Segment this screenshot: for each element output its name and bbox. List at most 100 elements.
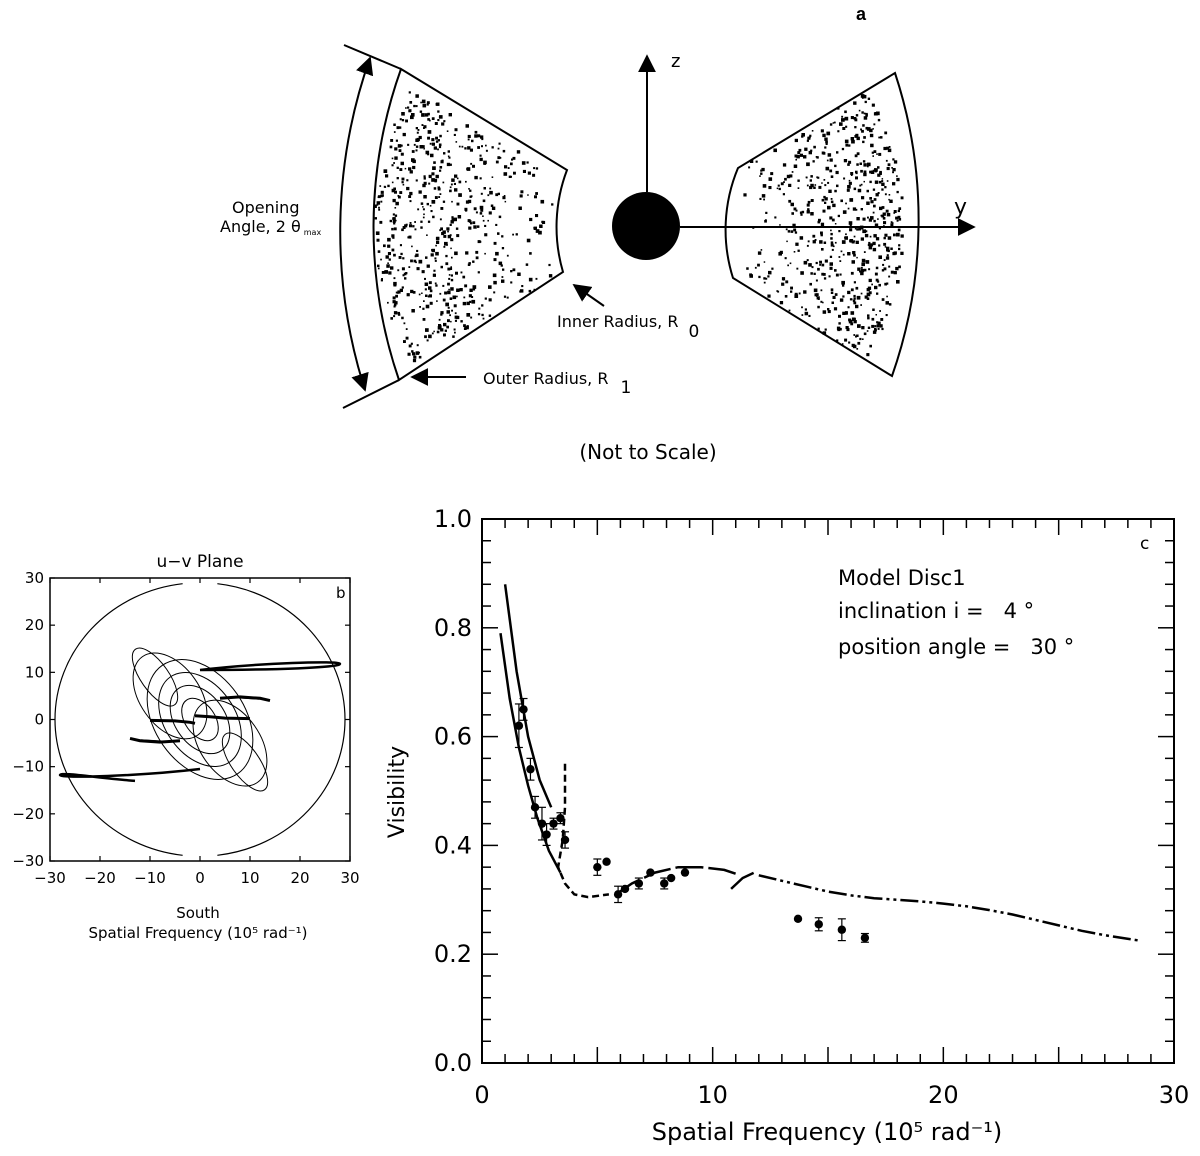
particle-dot xyxy=(860,266,863,269)
particle-dot xyxy=(451,216,454,219)
particle-dot xyxy=(896,280,900,284)
visibility-contour-outer xyxy=(132,652,208,740)
particle-dot xyxy=(526,238,531,243)
particle-dot xyxy=(860,208,863,211)
particle-dot xyxy=(893,210,897,213)
visibility-contour xyxy=(181,697,219,742)
particle-dot xyxy=(811,130,814,132)
particle-dot xyxy=(815,261,818,265)
particle-dot xyxy=(510,270,513,273)
visibility-data-point xyxy=(634,879,644,888)
particle-dot xyxy=(452,335,455,338)
particle-dot xyxy=(829,169,833,173)
particle-dot xyxy=(779,301,784,305)
particle-dot xyxy=(874,285,878,290)
particle-dot xyxy=(458,193,462,197)
particle-dot xyxy=(533,226,537,230)
particle-dot xyxy=(865,260,870,264)
particle-dot xyxy=(821,248,824,251)
particle-dot xyxy=(408,266,411,268)
particle-dot xyxy=(409,101,413,104)
particle-dot xyxy=(378,206,380,209)
particle-dot xyxy=(858,227,862,231)
particle-dot xyxy=(763,261,766,263)
particle-dot xyxy=(812,234,816,238)
particle-dot xyxy=(865,114,868,117)
particle-dot xyxy=(403,272,407,276)
particle-dot xyxy=(810,272,813,275)
particle-dot xyxy=(870,170,875,174)
particle-dot xyxy=(418,351,420,354)
particle-dot xyxy=(400,152,404,156)
particle-dot xyxy=(877,166,880,169)
particle-dot xyxy=(392,300,396,304)
particle-dot xyxy=(828,189,832,193)
particle-dot xyxy=(801,210,805,214)
particle-dot xyxy=(450,183,453,186)
particle-dot xyxy=(436,102,440,106)
particle-dot xyxy=(501,276,504,278)
particle-dot xyxy=(419,306,421,308)
particle-dot xyxy=(422,206,424,208)
visibility-data-point xyxy=(814,920,823,929)
particle-dot xyxy=(454,128,458,132)
opening-angle-label-line2: Angle, 2 θ max xyxy=(220,217,321,237)
particle-dot xyxy=(467,263,471,266)
particle-dot xyxy=(860,292,863,295)
particle-dot xyxy=(469,148,473,152)
particle-dot xyxy=(542,220,546,224)
particle-dot xyxy=(434,282,437,285)
particle-dot xyxy=(877,118,881,122)
particle-dot xyxy=(398,256,402,259)
particle-dot xyxy=(461,145,464,148)
particle-dot xyxy=(872,308,875,311)
particle-dot xyxy=(468,188,470,190)
particle-dot xyxy=(893,233,896,237)
particle-dot xyxy=(456,177,459,180)
particle-dot xyxy=(430,253,434,257)
particle-dot xyxy=(408,235,412,239)
particle-dot xyxy=(451,218,455,222)
particle-dot xyxy=(822,209,826,213)
particle-dot xyxy=(427,130,432,134)
particle-dot xyxy=(497,192,500,196)
particle-dot xyxy=(866,189,869,193)
particle-dot xyxy=(830,200,834,204)
model-curve-dash-dot-dot xyxy=(758,874,1140,942)
particle-dot xyxy=(450,266,452,268)
panel-c-y-tick-label: 1.0 xyxy=(434,505,472,533)
particle-dot xyxy=(373,204,377,208)
particle-dot xyxy=(393,131,396,133)
particle-dot xyxy=(418,259,423,264)
panel-b-uv-plane: u−v Plane b −30 −20 −10 0 10 20 30 −30 −20 −10 0 1… xyxy=(12,552,359,942)
particle-dot xyxy=(409,222,412,224)
particle-dot xyxy=(415,149,418,152)
particle-dot xyxy=(900,251,904,255)
particle-dot xyxy=(875,278,879,282)
particle-dot xyxy=(883,259,886,261)
particle-dot xyxy=(824,137,828,141)
particle-dot xyxy=(884,233,888,237)
particle-dot xyxy=(844,116,849,121)
particle-dot xyxy=(439,193,442,195)
particle-dot xyxy=(819,240,823,244)
particle-dot xyxy=(829,262,833,266)
particle-dot xyxy=(881,180,884,183)
particle-dot xyxy=(833,245,835,248)
particle-dot xyxy=(376,238,380,242)
particle-dot xyxy=(801,306,803,309)
particle-dot xyxy=(872,247,877,252)
particle-dot xyxy=(415,179,418,182)
particle-dot xyxy=(428,294,432,298)
particle-dot xyxy=(855,170,858,174)
panel-a-letter: a xyxy=(856,4,867,24)
particle-dot xyxy=(824,146,827,149)
particle-dot xyxy=(387,262,389,264)
particle-dot xyxy=(385,174,389,178)
particle-dot xyxy=(423,175,426,178)
particle-dot xyxy=(822,301,824,304)
particle-dot xyxy=(426,339,429,342)
particle-dot xyxy=(459,288,463,292)
particle-dot xyxy=(518,206,522,210)
particle-dot xyxy=(770,172,774,176)
